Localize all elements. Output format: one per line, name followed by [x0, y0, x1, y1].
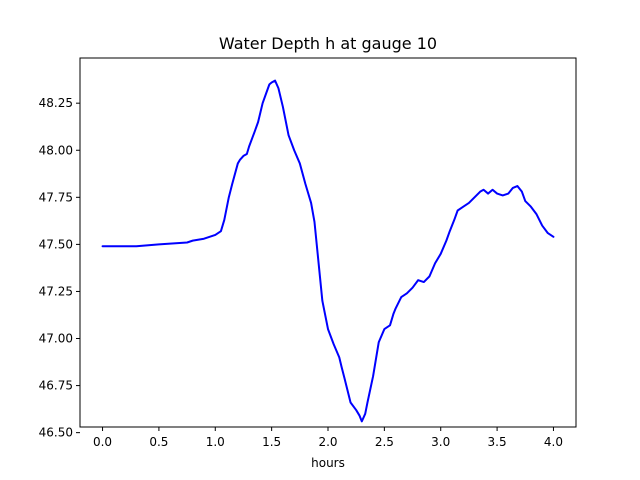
y-tick-label: 47.00: [39, 332, 73, 346]
x-tick-label: 3.0: [431, 435, 450, 449]
x-tick-label: 3.5: [488, 435, 507, 449]
x-tick-label: 0.5: [149, 435, 168, 449]
x-tick-label: 2.5: [375, 435, 394, 449]
plot-area: 0.0 0.5 1.0 1.5 2.0 2.5 3.0 3.5 4.0 46.50 46.75 47.…: [39, 57, 577, 449]
y-tick-label: 47.75: [39, 190, 73, 204]
y-tick-label: 46.75: [39, 379, 73, 393]
x-tick-label: 4.0: [544, 435, 563, 449]
y-tick-label: 47.50: [39, 237, 73, 251]
x-tick-label: 2.0: [318, 435, 337, 449]
y-tick-label: 47.25: [39, 284, 73, 298]
x-axis-label: hours: [311, 456, 345, 470]
y-tick-label: 48.25: [39, 96, 73, 110]
x-tick-label: 1.5: [262, 435, 281, 449]
y-tick-label: 48.00: [39, 143, 73, 157]
chart-title: Water Depth h at gauge 10: [219, 34, 437, 53]
x-tick-label: 0.0: [93, 435, 112, 449]
series-line-0: [101, 79, 555, 423]
x-tick-label: 1.0: [206, 435, 225, 449]
y-tick-label: 46.50: [39, 426, 73, 440]
